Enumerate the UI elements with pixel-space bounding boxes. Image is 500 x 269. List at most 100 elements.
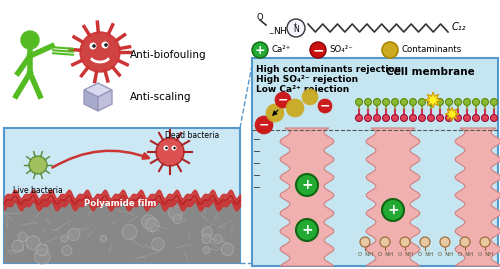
FancyBboxPatch shape (4, 128, 240, 263)
Circle shape (146, 218, 159, 232)
Circle shape (68, 228, 80, 241)
Circle shape (400, 98, 407, 105)
Text: High SO₄²⁻ rejection: High SO₄²⁻ rejection (256, 76, 358, 84)
Text: −: − (253, 147, 261, 157)
Circle shape (142, 215, 156, 229)
Circle shape (356, 115, 362, 122)
Circle shape (90, 43, 96, 49)
Text: O: O (256, 13, 264, 23)
Circle shape (464, 98, 470, 105)
Circle shape (21, 31, 39, 49)
Circle shape (382, 199, 404, 221)
Circle shape (275, 92, 291, 108)
Circle shape (12, 240, 24, 252)
Circle shape (360, 237, 370, 247)
Circle shape (164, 146, 168, 150)
Text: Anti-scaling: Anti-scaling (130, 92, 192, 102)
Text: −: − (253, 171, 261, 181)
Circle shape (255, 116, 273, 134)
Circle shape (410, 115, 416, 122)
Circle shape (266, 104, 284, 122)
Text: O  NH: O NH (458, 252, 472, 257)
Polygon shape (280, 128, 334, 266)
Circle shape (428, 115, 434, 122)
Text: −: − (253, 183, 261, 193)
Circle shape (382, 98, 390, 105)
Circle shape (26, 236, 40, 250)
Circle shape (420, 237, 430, 247)
Circle shape (490, 98, 498, 105)
Text: C₁₂: C₁₂ (452, 22, 466, 32)
Text: O  NH: O NH (378, 252, 392, 257)
Circle shape (102, 41, 108, 48)
Polygon shape (98, 90, 112, 111)
Text: O  NH: O NH (358, 252, 372, 257)
Text: N: N (293, 26, 299, 34)
Text: High contaminants rejection: High contaminants rejection (256, 65, 401, 75)
Circle shape (173, 214, 182, 224)
Circle shape (152, 238, 164, 250)
Text: −: − (253, 159, 261, 169)
Circle shape (410, 98, 416, 105)
Text: Cell membrane: Cell membrane (386, 67, 474, 77)
Text: Dead bacteria: Dead bacteria (165, 132, 219, 140)
Circle shape (222, 243, 234, 256)
Text: +: + (301, 223, 313, 237)
Circle shape (166, 147, 168, 149)
Circle shape (92, 44, 96, 48)
Circle shape (80, 32, 120, 72)
Circle shape (382, 115, 390, 122)
Text: Anti-biofouling: Anti-biofouling (130, 50, 206, 60)
Circle shape (168, 206, 182, 220)
Polygon shape (84, 90, 98, 111)
Text: O  NH: O NH (418, 252, 432, 257)
Circle shape (356, 98, 362, 105)
Circle shape (156, 138, 184, 166)
Circle shape (296, 174, 318, 196)
Circle shape (172, 146, 176, 150)
Polygon shape (84, 83, 112, 97)
Circle shape (100, 235, 106, 242)
Circle shape (480, 237, 490, 247)
Circle shape (296, 219, 318, 241)
Circle shape (202, 227, 212, 238)
FancyBboxPatch shape (252, 58, 498, 266)
Circle shape (29, 156, 47, 174)
Circle shape (428, 98, 434, 105)
Circle shape (446, 115, 452, 122)
FancyBboxPatch shape (0, 0, 245, 128)
Text: −: − (278, 94, 288, 107)
Text: −: − (312, 43, 324, 57)
Text: Ca²⁺: Ca²⁺ (271, 45, 290, 55)
Circle shape (374, 98, 380, 105)
Circle shape (436, 98, 444, 105)
Circle shape (454, 115, 462, 122)
Text: SO₄²⁻: SO₄²⁻ (329, 45, 353, 55)
Text: O  NH: O NH (438, 252, 452, 257)
Circle shape (436, 115, 444, 122)
Circle shape (62, 246, 72, 256)
Circle shape (287, 19, 305, 37)
Circle shape (252, 42, 268, 58)
FancyBboxPatch shape (4, 200, 240, 263)
Polygon shape (425, 92, 441, 108)
Text: +: + (387, 203, 399, 217)
Circle shape (382, 42, 398, 58)
Text: −: − (253, 135, 261, 145)
Text: $\mathregular{_{-}NH}$: $\mathregular{_{-}NH}$ (268, 25, 288, 35)
Circle shape (400, 115, 407, 122)
Circle shape (174, 147, 176, 149)
Circle shape (482, 115, 488, 122)
Circle shape (60, 235, 68, 242)
Circle shape (286, 99, 304, 117)
Circle shape (122, 225, 137, 239)
Circle shape (446, 98, 452, 105)
Circle shape (400, 237, 410, 247)
Text: O  NH: O NH (478, 252, 492, 257)
Circle shape (482, 98, 488, 105)
Circle shape (418, 115, 426, 122)
Text: O  NH: O NH (398, 252, 412, 257)
Circle shape (490, 115, 498, 122)
Text: Live bacteria: Live bacteria (13, 186, 63, 195)
Circle shape (202, 234, 211, 243)
